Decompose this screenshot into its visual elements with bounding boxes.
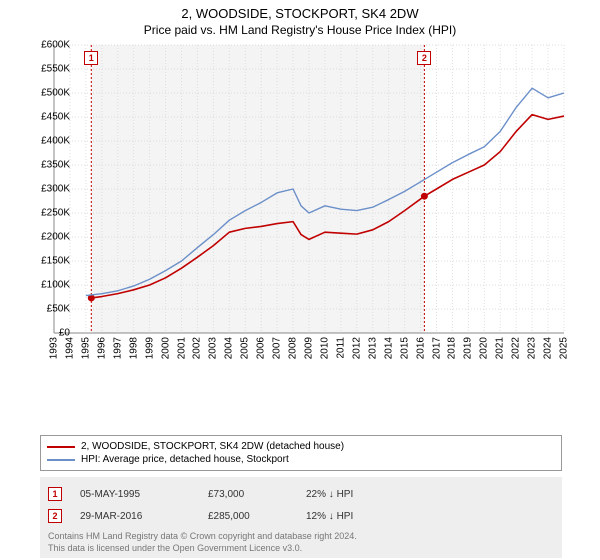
sale-date: 05-MAY-1995 [80,489,190,500]
x-tick-label: 2017 [431,337,442,359]
sale-pct: 22% ↓ HPI [306,489,406,500]
x-tick-label: 2009 [304,337,315,359]
sales-block: 1 05-MAY-1995 £73,000 22% ↓ HPI 2 29-MAR… [40,477,562,558]
chart-area: £0£50K£100K£150K£200K£250K£300K£350K£400… [36,41,596,381]
x-tick-label: 2001 [176,337,187,359]
sale-marker-icon: 2 [48,509,62,523]
sale-row: 2 29-MAR-2016 £285,000 12% ↓ HPI [48,505,554,527]
y-tick-label: £150K [41,256,70,267]
x-tick-label: 2019 [463,337,474,359]
y-tick-label: £350K [41,160,70,171]
sale-marker-box: 1 [84,51,98,65]
y-tick-label: £50K [47,304,70,315]
y-tick-label: £300K [41,184,70,195]
x-tick-label: 1993 [49,337,60,359]
legend-swatch [47,459,75,461]
y-tick-label: £400K [41,136,70,147]
y-tick-label: £600K [41,40,70,51]
x-tick-label: 2014 [383,337,394,359]
x-tick-label: 1999 [144,337,155,359]
sale-date: 29-MAR-2016 [80,511,190,522]
legend-item: HPI: Average price, detached house, Stoc… [47,453,555,466]
sale-price: £73,000 [208,489,288,500]
x-tick-label: 2012 [351,337,362,359]
x-tick-label: 2025 [559,337,570,359]
y-tick-label: £250K [41,208,70,219]
x-tick-label: 1996 [96,337,107,359]
x-tick-label: 2004 [224,337,235,359]
y-tick-label: £550K [41,64,70,75]
x-tick-label: 2010 [319,337,330,359]
y-tick-label: £500K [41,88,70,99]
sale-marker-box: 2 [417,51,431,65]
x-tick-label: 2022 [511,337,522,359]
x-tick-label: 2000 [160,337,171,359]
y-tick-label: £200K [41,232,70,243]
legend-item: 2, WOODSIDE, STOCKPORT, SK4 2DW (detache… [47,440,555,453]
x-tick-label: 2024 [543,337,554,359]
x-tick-label: 2002 [192,337,203,359]
legend-box: 2, WOODSIDE, STOCKPORT, SK4 2DW (detache… [40,435,562,471]
x-tick-label: 2008 [288,337,299,359]
x-tick-label: 1994 [64,337,75,359]
x-tick-label: 2018 [447,337,458,359]
x-tick-label: 2020 [479,337,490,359]
x-tick-label: 2013 [367,337,378,359]
x-tick-label: 1997 [112,337,123,359]
x-tick-label: 2006 [256,337,267,359]
x-tick-label: 1995 [80,337,91,359]
x-tick-label: 2016 [415,337,426,359]
footer-text: Contains HM Land Registry data © Crown c… [48,527,554,554]
x-tick-label: 1998 [128,337,139,359]
chart-title-line1: 2, WOODSIDE, STOCKPORT, SK4 2DW [0,0,600,21]
legend-swatch [47,446,75,448]
x-tick-label: 2003 [208,337,219,359]
x-tick-label: 2015 [399,337,410,359]
x-tick-label: 2021 [495,337,506,359]
footer-line2: This data is licensed under the Open Gov… [48,543,554,555]
footer-line1: Contains HM Land Registry data © Crown c… [48,531,554,543]
sale-pct: 12% ↓ HPI [306,511,406,522]
x-tick-label: 2005 [240,337,251,359]
chart-title-line2: Price paid vs. HM Land Registry's House … [0,21,600,41]
x-tick-label: 2023 [527,337,538,359]
sale-price: £285,000 [208,511,288,522]
sale-row: 1 05-MAY-1995 £73,000 22% ↓ HPI [48,483,554,505]
chart-svg [36,41,596,381]
x-tick-label: 2011 [335,337,346,359]
x-tick-label: 2007 [272,337,283,359]
y-tick-label: £450K [41,112,70,123]
legend-label: HPI: Average price, detached house, Stoc… [81,454,289,465]
y-tick-label: £100K [41,280,70,291]
sale-marker-icon: 1 [48,487,62,501]
legend-label: 2, WOODSIDE, STOCKPORT, SK4 2DW (detache… [81,441,344,452]
